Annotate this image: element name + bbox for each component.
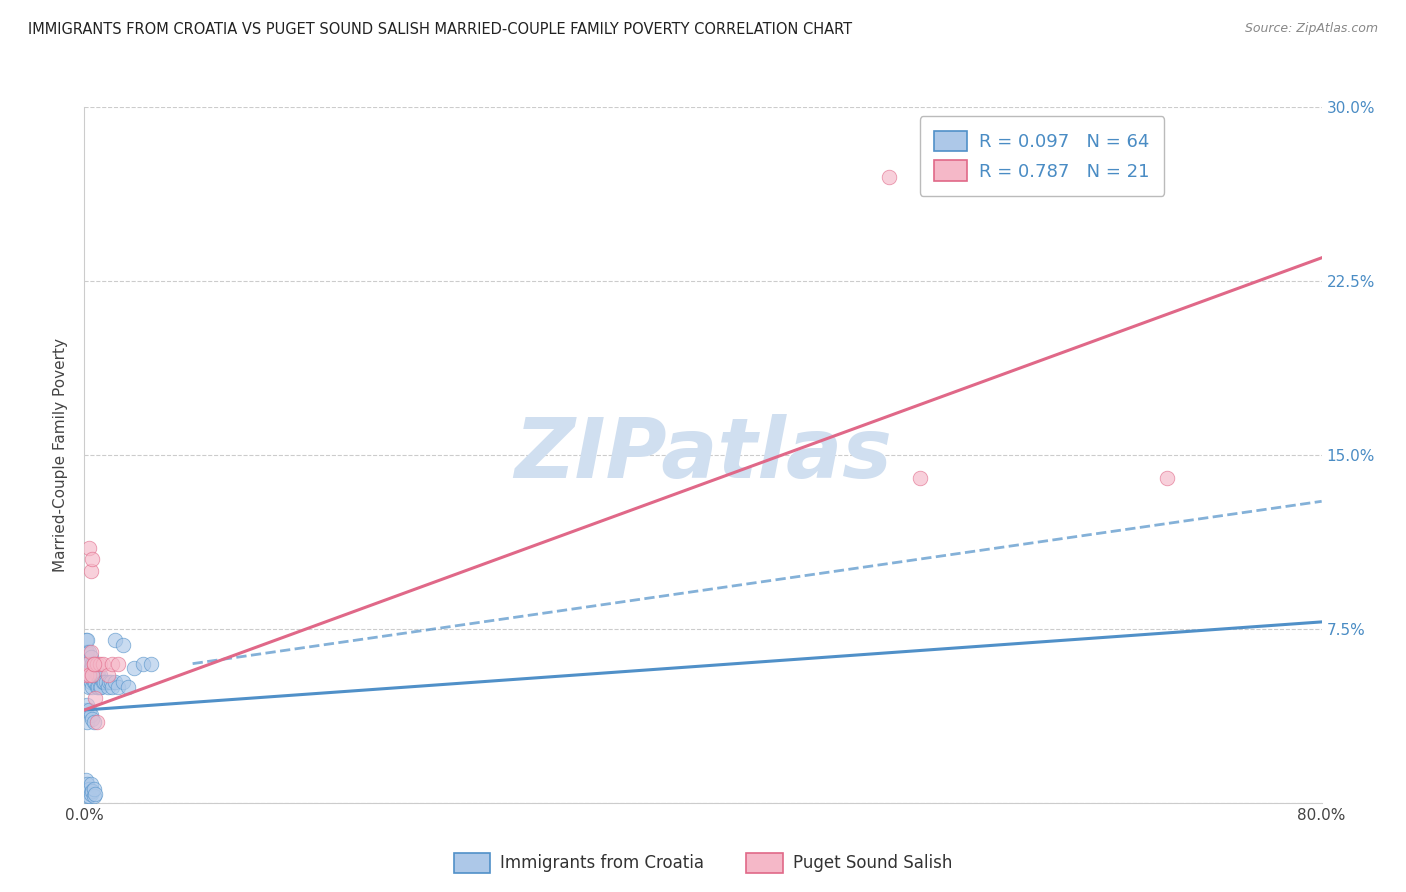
Point — [83, 675, 105, 690]
Point — [77, 541, 100, 555]
Point — [908, 471, 931, 485]
Point — [77, 781, 100, 796]
Point — [76, 645, 98, 659]
Point — [79, 675, 101, 690]
Point — [83, 657, 105, 671]
Point — [101, 680, 124, 694]
Point — [97, 680, 120, 694]
Point — [84, 787, 107, 801]
Point — [79, 787, 101, 801]
Point — [83, 789, 105, 803]
Point — [77, 657, 100, 671]
Point — [87, 668, 110, 682]
Point — [84, 664, 107, 678]
Point — [76, 789, 98, 803]
Point — [79, 564, 101, 578]
Point — [86, 668, 108, 682]
Point — [101, 657, 124, 671]
Point — [93, 675, 115, 690]
Legend: Immigrants from Croatia, Puget Sound Salish: Immigrants from Croatia, Puget Sound Sal… — [447, 847, 959, 880]
Point — [82, 552, 104, 566]
Point — [75, 772, 97, 787]
Point — [104, 633, 127, 648]
Point — [94, 675, 117, 690]
Point — [91, 675, 114, 690]
Point — [82, 668, 104, 682]
Point — [82, 668, 104, 682]
Point — [877, 169, 900, 184]
Point — [100, 675, 122, 690]
Point — [77, 680, 100, 694]
Point — [82, 657, 104, 671]
Point — [98, 675, 121, 690]
Point — [76, 657, 98, 671]
Point — [122, 661, 145, 675]
Point — [112, 675, 135, 690]
Point — [75, 645, 97, 659]
Text: ZIPatlas: ZIPatlas — [515, 415, 891, 495]
Point — [76, 633, 98, 648]
Point — [107, 657, 129, 671]
Point — [75, 668, 97, 682]
Point — [75, 668, 97, 682]
Y-axis label: Married-Couple Family Poverty: Married-Couple Family Poverty — [53, 338, 69, 572]
Point — [132, 657, 155, 671]
Point — [75, 784, 97, 798]
Point — [84, 675, 107, 690]
Point — [75, 657, 97, 671]
Point — [91, 657, 114, 671]
Point — [79, 645, 101, 659]
Point — [112, 638, 135, 652]
Point — [75, 703, 97, 717]
Text: IMMIGRANTS FROM CROATIA VS PUGET SOUND SALISH MARRIED-COUPLE FAMILY POVERTY CORR: IMMIGRANTS FROM CROATIA VS PUGET SOUND S… — [28, 22, 852, 37]
Point — [79, 649, 101, 664]
Text: Source: ZipAtlas.com: Source: ZipAtlas.com — [1244, 22, 1378, 36]
Point — [107, 680, 129, 694]
Point — [89, 680, 111, 694]
Point — [77, 703, 100, 717]
Point — [77, 668, 100, 682]
Point — [76, 657, 98, 671]
Point — [79, 777, 101, 791]
Point — [84, 691, 107, 706]
Point — [87, 680, 110, 694]
Point — [82, 712, 104, 726]
Point — [139, 657, 162, 671]
Point — [83, 664, 105, 678]
Point — [86, 680, 108, 694]
Point — [89, 668, 111, 682]
Point — [117, 680, 139, 694]
Point — [79, 707, 101, 722]
Point — [86, 714, 108, 729]
Point — [82, 680, 104, 694]
Point — [83, 657, 105, 671]
Point — [83, 714, 105, 729]
Point — [77, 645, 100, 659]
Point — [79, 661, 101, 675]
Point — [104, 675, 127, 690]
Point — [76, 668, 98, 682]
Point — [86, 657, 108, 671]
Point — [76, 714, 98, 729]
Point — [1156, 471, 1178, 485]
Point — [77, 668, 100, 682]
Point — [97, 668, 120, 682]
Point — [76, 777, 98, 791]
Point — [75, 633, 97, 648]
Point — [77, 789, 100, 803]
Point — [90, 680, 112, 694]
Legend: R = 0.097   N = 64, R = 0.787   N = 21: R = 0.097 N = 64, R = 0.787 N = 21 — [920, 116, 1164, 195]
Point — [76, 698, 98, 713]
Point — [83, 781, 105, 796]
Point — [89, 657, 111, 671]
Point — [82, 784, 104, 798]
